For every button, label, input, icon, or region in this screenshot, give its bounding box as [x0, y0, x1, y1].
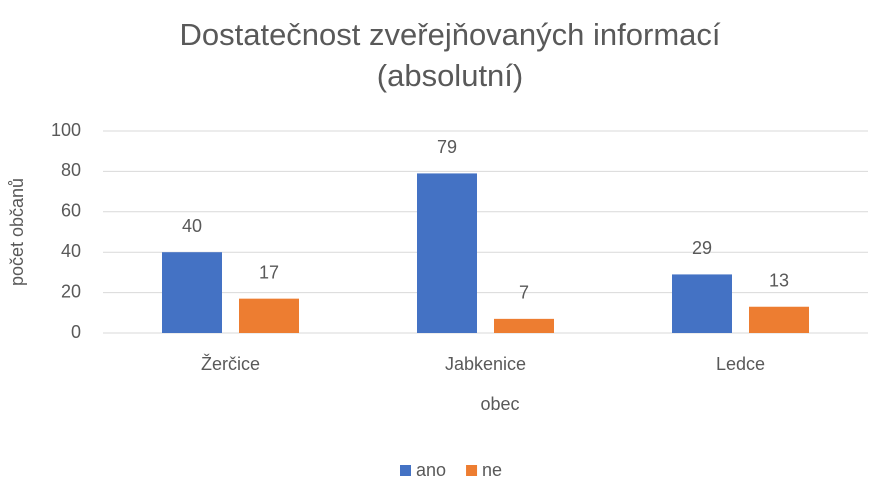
y-tick-label: 80	[61, 160, 81, 180]
bar	[749, 306, 809, 333]
data-label: 79	[437, 137, 457, 157]
x-tick-label: Jabkenice	[445, 354, 526, 374]
bar	[162, 252, 222, 333]
y-tick-label: 20	[61, 281, 81, 301]
x-axis-label: obec	[480, 394, 519, 414]
legend-label: ne	[482, 460, 502, 480]
data-label: 13	[769, 270, 789, 290]
x-tick-label: Žerčice	[201, 354, 260, 374]
y-tick-label: 100	[51, 120, 81, 140]
bar	[672, 274, 732, 333]
chart-title: (absolutní)	[377, 58, 523, 93]
bar	[494, 318, 554, 333]
y-tick-label: 60	[61, 201, 81, 221]
y-axis-label: počet občanů	[7, 178, 27, 286]
data-label: 40	[182, 216, 202, 236]
legend-swatch	[466, 465, 478, 476]
data-label: 7	[519, 283, 529, 303]
bar	[417, 173, 477, 333]
y-tick-label: 0	[71, 322, 81, 342]
legend-label: ano	[416, 460, 446, 480]
y-tick-label: 40	[61, 241, 81, 261]
data-label: 17	[259, 262, 279, 282]
data-label: 29	[692, 238, 712, 258]
chart-title: Dostatečnost zveřejňovaných informací	[179, 17, 720, 52]
legend-swatch	[400, 465, 411, 476]
bar	[239, 298, 299, 333]
x-tick-label: Ledce	[716, 354, 765, 374]
